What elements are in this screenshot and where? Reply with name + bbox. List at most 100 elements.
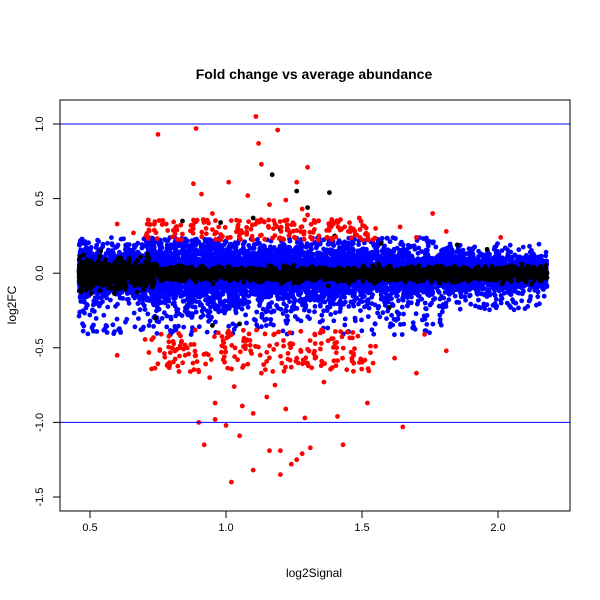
blue-point — [253, 292, 258, 297]
blue-point — [436, 303, 442, 309]
blue-point — [165, 238, 171, 243]
data-points — [76, 114, 550, 485]
blue-point — [543, 253, 549, 259]
blue-point — [137, 307, 143, 313]
blue-point — [271, 322, 276, 328]
blue-point — [416, 245, 422, 251]
blue-point — [379, 235, 385, 241]
blue-point — [288, 308, 294, 314]
blue-point — [264, 323, 269, 328]
blue-point — [103, 323, 109, 328]
blue-point — [81, 323, 87, 329]
blue-point — [196, 324, 202, 330]
blue-point — [422, 328, 428, 334]
blue-point — [213, 319, 218, 325]
blue-point — [90, 308, 95, 313]
blue-point — [100, 244, 106, 250]
blue-point — [438, 322, 444, 328]
blue-point — [145, 311, 151, 317]
blue-point — [423, 306, 428, 311]
blue-point — [519, 298, 525, 304]
blue-point — [105, 240, 110, 246]
blue-point — [110, 322, 116, 328]
blue-point — [385, 235, 390, 241]
blue-point — [390, 303, 396, 308]
blue-point — [396, 298, 401, 304]
blue-point — [415, 250, 421, 256]
blue-point — [208, 304, 213, 310]
blue-point — [419, 249, 424, 254]
blue-point — [437, 312, 443, 318]
blue-point — [131, 310, 137, 316]
blue-point — [346, 249, 352, 255]
blue-point — [113, 303, 118, 309]
blue-point — [165, 304, 171, 309]
blue-point — [295, 239, 300, 245]
blue-point — [441, 295, 447, 301]
blue-point — [246, 293, 252, 299]
blue-point — [333, 310, 338, 316]
blue-point — [495, 241, 500, 247]
blue-point — [492, 244, 498, 250]
blue-point — [433, 244, 439, 250]
blue-point — [401, 311, 406, 317]
blue-point — [281, 301, 287, 307]
blue-point — [125, 296, 131, 302]
blue-point — [214, 244, 220, 250]
blue-point — [287, 299, 292, 304]
blue-point — [430, 321, 436, 327]
blue-point — [80, 328, 86, 334]
blue-point — [164, 324, 170, 330]
blue-point — [342, 239, 348, 245]
blue-point — [321, 308, 327, 314]
blue-point — [492, 293, 498, 298]
blue-point — [193, 309, 199, 315]
blue-point — [507, 242, 513, 248]
blue-point — [443, 300, 449, 306]
blue-point — [541, 293, 547, 299]
blue-point — [87, 312, 93, 318]
blue-point — [359, 317, 364, 323]
blue-point — [512, 252, 518, 258]
blue-point — [358, 308, 363, 313]
blue-point — [181, 324, 187, 330]
blue-point — [392, 332, 397, 338]
blue-point — [254, 322, 260, 328]
blue-point — [457, 306, 463, 312]
blue-point — [501, 290, 507, 296]
blue-point — [268, 317, 274, 322]
blue-point — [356, 242, 361, 248]
blue-point — [114, 316, 120, 322]
blue-point — [262, 317, 268, 323]
blue-point — [131, 243, 137, 248]
blue-point — [147, 318, 153, 324]
blue-point — [399, 332, 405, 337]
blue-point — [260, 306, 266, 312]
blue-point — [150, 240, 155, 246]
blue-point — [422, 300, 428, 306]
blue-point — [164, 313, 170, 319]
blue-point — [242, 297, 248, 303]
blue-point — [342, 316, 348, 322]
blue-point — [301, 307, 307, 313]
blue-point — [439, 309, 445, 315]
blue-point — [427, 330, 432, 336]
blue-point — [424, 322, 430, 327]
blue-point — [452, 293, 458, 299]
blue-point — [284, 313, 290, 319]
blue-point — [222, 298, 228, 304]
blue-point — [108, 297, 113, 303]
blue-point — [146, 323, 152, 328]
chart-title: Fold change vs average abundance — [196, 66, 433, 82]
blue-point — [93, 316, 99, 321]
blue-point — [109, 241, 115, 247]
blue-point — [198, 314, 204, 320]
blue-point — [446, 297, 452, 303]
blue-point — [136, 316, 141, 321]
blue-point — [117, 326, 122, 332]
blue-point — [502, 245, 508, 251]
blue-point — [312, 304, 318, 309]
blue-point — [254, 241, 259, 247]
blue-point — [204, 329, 210, 335]
